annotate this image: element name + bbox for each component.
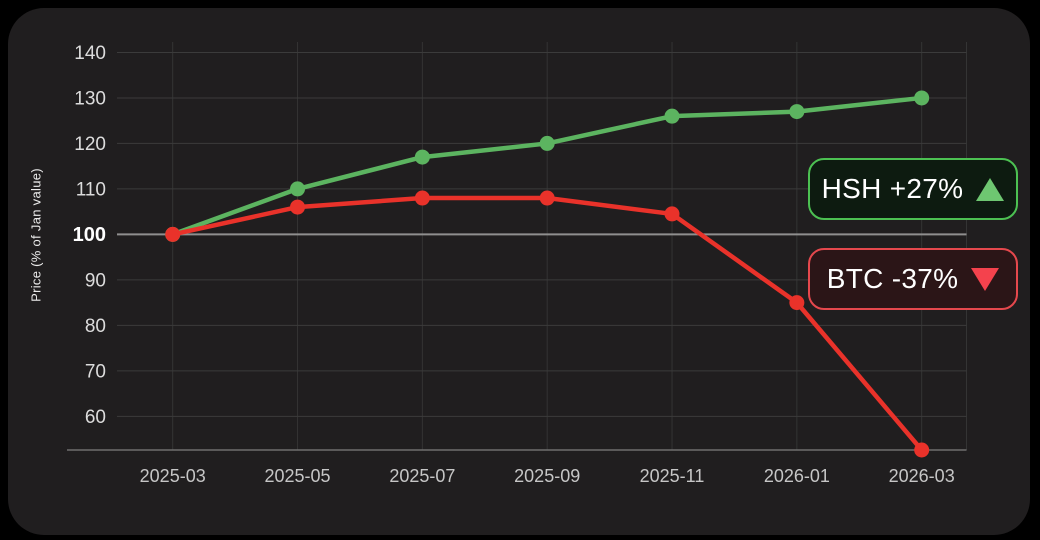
y-tick-label: 140 bbox=[74, 43, 106, 64]
btc-point-2025-07 bbox=[414, 190, 430, 206]
x-tick-label: 2025-05 bbox=[264, 466, 330, 486]
x-tick-label: 2025-11 bbox=[640, 466, 705, 486]
triangle-up-icon bbox=[976, 177, 1005, 201]
hsh-point-2025-11 bbox=[664, 108, 680, 124]
y-tick-label: 70 bbox=[85, 361, 106, 382]
btc-point-2025-05 bbox=[290, 199, 306, 215]
hsh-point-2025-09 bbox=[539, 135, 555, 151]
hsh-point-2025-05 bbox=[290, 181, 306, 197]
btc-point-2025-11 bbox=[664, 206, 680, 222]
x-tick-label: 2025-07 bbox=[389, 466, 455, 486]
y-tick-label: 130 bbox=[74, 88, 106, 109]
hsh-point-2026-03 bbox=[914, 90, 930, 106]
x-tick-label: 2025-09 bbox=[514, 466, 580, 486]
y-tick-label: 100 bbox=[73, 224, 106, 246]
y-tick-label: 120 bbox=[74, 134, 106, 155]
hsh-badge-label: HSH +27% bbox=[821, 173, 964, 204]
hsh-point-2026-01 bbox=[789, 104, 805, 120]
y-tick-label: 110 bbox=[76, 179, 106, 200]
y-tick-label: 80 bbox=[85, 316, 106, 337]
y-tick-label: 60 bbox=[85, 407, 106, 428]
hsh-change-badge: HSH +27% bbox=[808, 158, 1018, 220]
triangle-down-icon bbox=[971, 267, 1000, 291]
x-tick-label: 2025-03 bbox=[140, 466, 206, 486]
x-tick-label: 2026-01 bbox=[764, 466, 830, 486]
btc-badge-label: BTC -37% bbox=[826, 263, 959, 294]
btc-point-2026-03 bbox=[914, 442, 930, 458]
x-tick-label: 2026-03 bbox=[889, 466, 955, 486]
y-axis-title: Price (% of Jan value) bbox=[28, 168, 44, 302]
btc-point-2025-09 bbox=[539, 190, 555, 206]
btc-point-2026-01 bbox=[789, 295, 805, 311]
hsh-point-2025-07 bbox=[414, 149, 430, 165]
y-tick-label: 90 bbox=[85, 270, 106, 291]
btc-point-2025-03 bbox=[165, 226, 181, 242]
btc-change-badge: BTC -37% bbox=[808, 248, 1018, 310]
